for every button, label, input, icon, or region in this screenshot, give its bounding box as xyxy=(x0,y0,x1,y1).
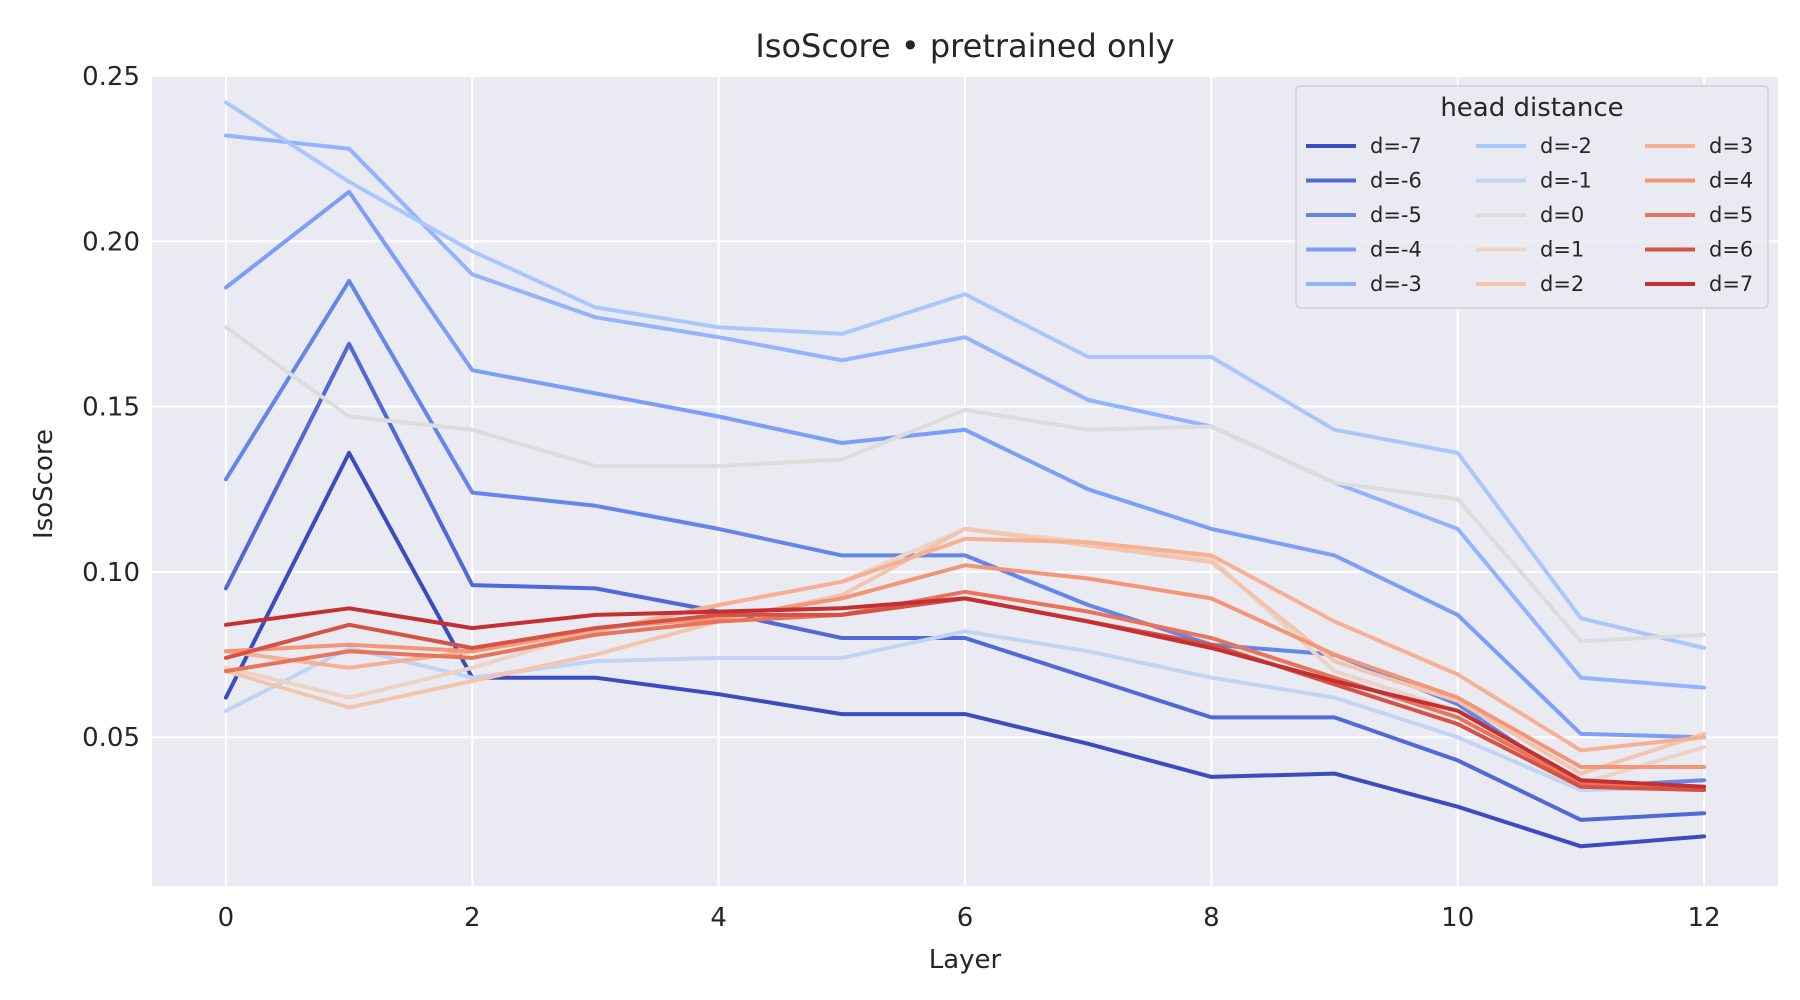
x-axis-label: Layer xyxy=(929,945,1002,975)
legend-entry-label: d=6 xyxy=(1709,238,1753,262)
y-tick-label: 0.25 xyxy=(82,62,140,92)
legend-title: head distance xyxy=(1440,93,1623,123)
y-axis-label: IsoScore xyxy=(29,429,59,539)
legend-entry-label: d=-6 xyxy=(1370,169,1422,193)
series-lines xyxy=(223,100,1707,849)
legend-entry-label: d=-2 xyxy=(1540,134,1592,158)
legend-entry-label: d=2 xyxy=(1540,272,1584,296)
series-line-d=4 xyxy=(223,563,1707,769)
legend-entry-label: d=-1 xyxy=(1540,169,1592,193)
x-tick-label: 8 xyxy=(1203,903,1220,933)
series-line-d=-3 xyxy=(223,133,1707,690)
legend-entry-label: d=-7 xyxy=(1370,134,1422,158)
x-tick-label: 4 xyxy=(710,903,727,933)
legend-entry-label: d=5 xyxy=(1709,203,1753,227)
series-line-d=7 xyxy=(223,596,1707,789)
series-line-d=0 xyxy=(223,325,1707,644)
legend-frame xyxy=(1295,85,1769,309)
legend-entry-label: d=-4 xyxy=(1370,238,1422,262)
series-line-d=-1 xyxy=(223,629,1707,793)
series-line-d=-5 xyxy=(223,279,1707,789)
axes: 0 2 4 6 8 10 12 0.05 0.10 0.15 0.20 0.25 xyxy=(82,62,1721,933)
x-tick-label: 10 xyxy=(1441,903,1474,933)
legend-entry-label: d=4 xyxy=(1709,169,1753,193)
chart-title: IsoScore • pretrained only xyxy=(755,27,1174,65)
y-tick-label: 0.05 xyxy=(82,723,140,753)
legend: head distance d=-7 d=-6 d=-5 d=-4 d=-3 d=-2 d=… xyxy=(1295,85,1769,309)
legend-entry-label: d=-3 xyxy=(1370,272,1422,296)
x-tick-label: 6 xyxy=(957,903,974,933)
series-line-d=-6 xyxy=(223,341,1707,822)
y-tick-label: 0.10 xyxy=(82,558,140,588)
legend-entry-label: d=-5 xyxy=(1370,203,1422,227)
legend-entry-label: d=7 xyxy=(1709,272,1753,296)
series-line-d=5 xyxy=(223,589,1707,789)
legend-entry-label: d=3 xyxy=(1709,134,1753,158)
series-line-d=-2 xyxy=(223,100,1707,650)
x-tick-label: 2 xyxy=(464,903,481,933)
series-line-d=-4 xyxy=(223,189,1707,740)
series-line-d=2 xyxy=(223,526,1707,776)
legend-entry-label: d=0 xyxy=(1540,203,1584,227)
x-tick-label: 0 xyxy=(218,903,235,933)
x-tick-label: 12 xyxy=(1688,903,1721,933)
legend-entry-label: d=1 xyxy=(1540,238,1584,262)
y-tick-label: 0.15 xyxy=(82,393,140,423)
y-tick-label: 0.20 xyxy=(82,227,140,257)
